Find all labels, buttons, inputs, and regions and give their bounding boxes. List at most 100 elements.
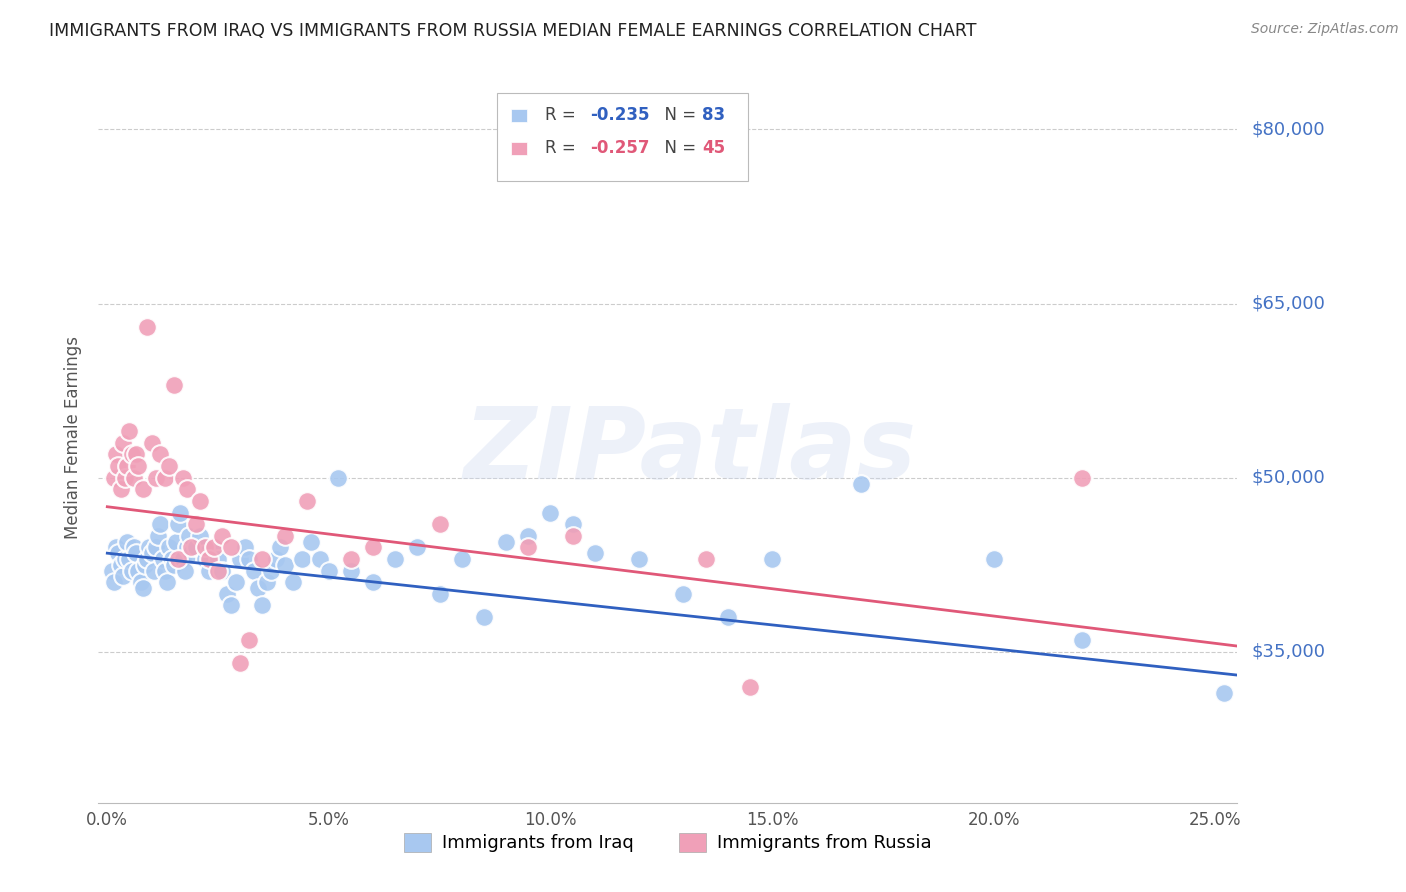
Text: -0.235: -0.235	[591, 106, 650, 124]
Point	[406, 541, 429, 555]
Point	[142, 564, 165, 578]
Point	[172, 552, 194, 566]
Point	[233, 541, 256, 555]
Point	[141, 546, 163, 560]
Point	[127, 459, 149, 474]
Point	[1213, 685, 1236, 699]
Point	[215, 587, 238, 601]
Point	[125, 448, 148, 462]
Point	[136, 319, 159, 334]
Point	[198, 564, 221, 578]
Point	[188, 529, 211, 543]
FancyBboxPatch shape	[498, 94, 748, 181]
Point	[121, 564, 143, 578]
Point	[517, 529, 540, 543]
Point	[202, 541, 225, 555]
Point	[761, 552, 783, 566]
Point	[121, 448, 143, 462]
Point	[169, 506, 191, 520]
Point	[176, 483, 198, 497]
Point	[107, 459, 129, 474]
Point	[229, 657, 252, 671]
Point	[517, 541, 540, 555]
Point	[157, 541, 180, 555]
Text: N =: N =	[654, 139, 702, 157]
Point	[114, 471, 136, 485]
Point	[260, 564, 283, 578]
Point	[163, 558, 186, 572]
Point	[163, 377, 186, 392]
Point	[202, 541, 225, 555]
Point	[849, 476, 872, 491]
Point	[100, 564, 122, 578]
Point	[983, 552, 1005, 566]
Point	[141, 436, 163, 450]
Text: 83: 83	[702, 106, 725, 124]
Point	[628, 552, 651, 566]
Text: R =: R =	[546, 139, 581, 157]
Point	[122, 471, 145, 485]
Point	[149, 448, 172, 462]
Point	[361, 541, 384, 555]
Point	[134, 558, 156, 572]
Point	[184, 541, 207, 555]
Point	[167, 517, 190, 532]
Point	[340, 564, 363, 578]
Point	[309, 552, 332, 566]
Point	[180, 546, 202, 560]
Point	[145, 541, 167, 555]
Point	[252, 599, 274, 613]
Point	[145, 471, 167, 485]
Point	[326, 471, 349, 485]
Point	[561, 529, 583, 543]
Point	[184, 517, 207, 532]
Point	[129, 575, 152, 590]
Point	[269, 541, 291, 555]
Point	[273, 558, 295, 572]
Point	[246, 581, 269, 595]
Point	[229, 552, 252, 566]
Text: -0.257: -0.257	[591, 139, 650, 157]
Point	[318, 564, 340, 578]
Point	[127, 564, 149, 578]
Point	[103, 471, 125, 485]
Y-axis label: Median Female Earnings: Median Female Earnings	[65, 335, 83, 539]
Point	[114, 552, 136, 566]
Point	[291, 552, 314, 566]
Point	[153, 471, 176, 485]
Point	[156, 575, 179, 590]
Point	[561, 517, 583, 532]
FancyBboxPatch shape	[510, 109, 527, 122]
Point	[283, 575, 305, 590]
Point	[583, 546, 606, 560]
Point	[173, 564, 195, 578]
Point	[179, 529, 201, 543]
Text: ZIPatlas: ZIPatlas	[464, 403, 917, 500]
Point	[153, 564, 176, 578]
Point	[264, 552, 287, 566]
Point	[172, 471, 194, 485]
Point	[340, 552, 363, 566]
Point	[1071, 471, 1094, 485]
Text: $80,000: $80,000	[1251, 120, 1324, 138]
Point	[198, 552, 221, 566]
Point	[384, 552, 406, 566]
Point	[110, 558, 132, 572]
Point	[211, 564, 233, 578]
Point	[132, 581, 155, 595]
Point	[110, 483, 132, 497]
Point	[180, 541, 202, 555]
Point	[160, 552, 183, 566]
Point	[238, 552, 260, 566]
Point	[256, 575, 278, 590]
Point	[717, 610, 740, 624]
Point	[132, 483, 155, 497]
Point	[105, 448, 128, 462]
Point	[207, 564, 229, 578]
Point	[429, 587, 451, 601]
Legend: Immigrants from Iraq, Immigrants from Russia: Immigrants from Iraq, Immigrants from Ru…	[396, 826, 939, 860]
Point	[238, 633, 260, 648]
Point	[118, 552, 141, 566]
Point	[194, 552, 217, 566]
Point	[211, 529, 233, 543]
